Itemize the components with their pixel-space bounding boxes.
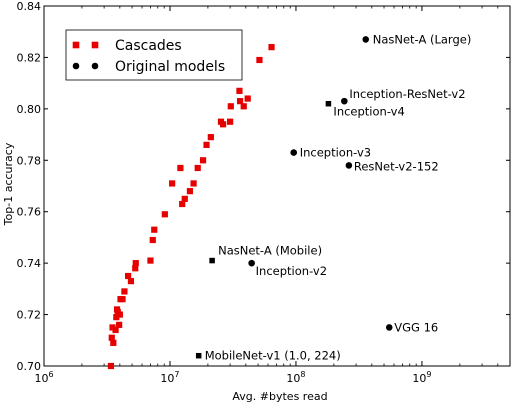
y-tick-label: 0.76 xyxy=(17,206,42,219)
model-label: Inception-v3 xyxy=(300,146,371,160)
cascade-point xyxy=(124,272,132,280)
cascade-point xyxy=(199,157,207,164)
cascade-point xyxy=(110,339,117,346)
model-label: MobileNet-v1 (1.0, 224) xyxy=(205,349,341,363)
y-axis-label: Top-1 accuracy xyxy=(2,142,15,226)
cascade-point xyxy=(181,195,188,202)
cascade-point xyxy=(177,164,184,172)
model-label: Inception-ResNet-v2 xyxy=(349,87,465,101)
cascade-point xyxy=(179,200,186,208)
original-model-point xyxy=(290,149,298,156)
cascade-point xyxy=(113,306,121,313)
model-label: NasNet-A (Mobile) xyxy=(218,244,322,258)
legend-label: Original models xyxy=(115,59,225,75)
legend-marker xyxy=(72,62,80,70)
model-label: Inception-v2 xyxy=(256,264,327,278)
cascade-point xyxy=(161,211,168,218)
original-model-point xyxy=(341,97,348,105)
original-model-point xyxy=(325,100,332,107)
cascade-point xyxy=(236,87,243,94)
cascade-point xyxy=(116,311,123,318)
original-model-point xyxy=(195,352,202,359)
cascade-point xyxy=(244,95,251,102)
cascade-point xyxy=(240,103,247,110)
original-model-point xyxy=(248,259,255,267)
cascade-point xyxy=(147,257,154,264)
x-axis-label: Avg. #bytes read xyxy=(232,390,327,402)
cascade-point xyxy=(268,44,275,51)
legend-label: Cascades xyxy=(115,38,182,54)
y-tick-label: 0.84 xyxy=(17,0,42,13)
cascade-point xyxy=(116,321,123,328)
model-label: NasNet-A (Large) xyxy=(373,32,472,46)
cascade-point xyxy=(151,226,158,233)
x-tick-label: 108 xyxy=(286,370,305,385)
model-label: Inception-v4 xyxy=(333,105,404,119)
y-tick-label: 0.78 xyxy=(17,154,42,167)
cascade-point xyxy=(219,121,227,128)
legend: Cascades Original models xyxy=(65,29,243,81)
original-model-point xyxy=(362,36,370,43)
axes: 0.70 0.72 0.74 0.76 0.78 0.80 0.82 0.84 106 107 10… xyxy=(17,0,510,385)
legend-marker xyxy=(91,62,99,70)
cascade-point xyxy=(190,180,197,187)
y-tick-label: 0.70 xyxy=(17,360,42,373)
y-tick-label: 0.82 xyxy=(17,51,42,64)
legend-frame xyxy=(65,29,243,81)
cascade-point xyxy=(132,265,139,272)
legend-marker xyxy=(91,41,99,49)
original-model-point xyxy=(385,324,393,331)
cascade-point xyxy=(256,56,263,64)
original-model-point xyxy=(209,257,215,264)
cascade-point xyxy=(227,103,234,110)
cascade-point xyxy=(132,260,139,267)
cascade-point xyxy=(107,362,115,370)
cascade-point xyxy=(203,141,210,148)
x-tick-label: 109 xyxy=(412,370,431,385)
model-label: VGG 16 xyxy=(394,320,438,334)
legend-marker xyxy=(72,41,80,49)
y-tick-label: 0.80 xyxy=(17,103,42,116)
original-model-point xyxy=(345,162,353,169)
cascade-point xyxy=(121,288,128,295)
cascade-point xyxy=(207,134,214,141)
point-annotations: NasNet-A (Large) Inception-ResNet-v2 Incep… xyxy=(205,32,472,362)
cascade-point xyxy=(194,164,201,172)
cascade-point xyxy=(113,314,120,321)
x-tick-label: 106 xyxy=(34,370,53,385)
data-marks xyxy=(107,36,393,370)
y-tick-label: 0.74 xyxy=(17,257,42,270)
cascade-point xyxy=(108,334,115,341)
model-label: ResNet-v2-152 xyxy=(354,159,439,173)
cascade-point xyxy=(127,278,135,285)
cascade-point xyxy=(112,326,119,334)
cascade-point xyxy=(186,188,194,195)
cascade-point xyxy=(169,180,176,187)
cascade-point xyxy=(236,98,244,105)
x-tick-label: 107 xyxy=(160,370,179,385)
y-tick-label: 0.72 xyxy=(17,309,42,322)
cascade-point xyxy=(149,236,156,244)
cascade-point xyxy=(119,296,126,303)
cascade-point xyxy=(226,118,234,125)
